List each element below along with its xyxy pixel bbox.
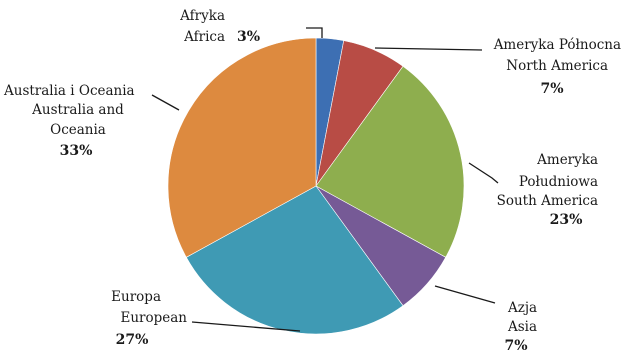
pie-slice-south-america — [315, 65, 465, 258]
leader-line-south-america — [468, 162, 499, 184]
slice-label-en-africa: Africa — [183, 29, 225, 45]
slice-percent-africa: 3% — [237, 29, 260, 45]
slice-label-en-australia-and-oceania-2: Oceania — [50, 122, 106, 138]
slice-label-pl-north-america: Ameryka Północna — [493, 37, 621, 53]
slice-percent-australia-and-oceania: 33% — [60, 143, 93, 159]
pie-slices — [167, 37, 465, 335]
slice-label-en-south-america: South America — [497, 193, 598, 209]
slice-labels: Afryka Africa 3% Ameryka Północna North Amer… — [3, 8, 621, 354]
slice-percent-european: 27% — [116, 332, 149, 348]
slice-label-pl-africa: Afryka — [179, 8, 225, 24]
leader-line-africa — [306, 27, 323, 38]
pie-slice-australia-and-oceania — [167, 37, 317, 258]
slice-label-pl-south-america: Ameryka — [536, 152, 598, 168]
slice-label-en-european: European — [120, 310, 187, 326]
leader-line-european — [191, 321, 301, 332]
pie-slice-european — [185, 185, 404, 335]
leader-lines — [151, 27, 499, 332]
slice-label-pl-australia-and-oceania: Australia i Oceania — [3, 83, 135, 99]
leader-line-asia — [434, 285, 496, 304]
slice-label-en-asia: Asia — [507, 319, 537, 335]
slice-percent-asia: 7% — [504, 338, 527, 354]
slice-label-pl-european: Europa — [111, 289, 161, 305]
slice-label-pl-asia: Azja — [507, 300, 537, 316]
slice-label-en-australia-and-oceania: Australia and — [31, 102, 124, 118]
leader-line-australia-and-oceania — [151, 94, 180, 111]
slice-label-en-north-america: North America — [506, 58, 608, 74]
slice-percent-south-america: 23% — [550, 212, 583, 228]
slice-percent-north-america: 7% — [540, 81, 563, 97]
slice-label-pl-south-america-2: Południowa — [519, 174, 598, 190]
leader-line-north-america — [374, 47, 483, 51]
